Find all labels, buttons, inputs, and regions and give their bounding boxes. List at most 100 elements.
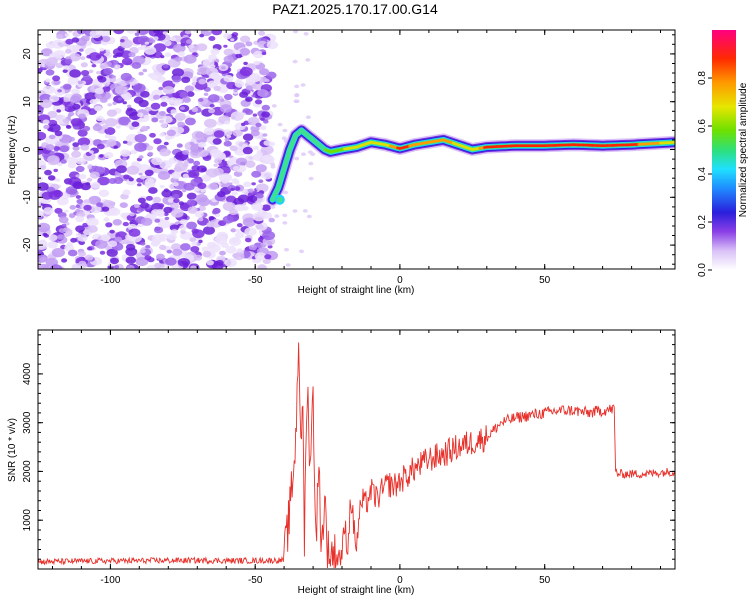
noise-blob [293,30,298,34]
noise-blob [187,206,198,214]
noise-blob [127,104,132,108]
noise-blob [177,51,185,57]
noise-blob [261,111,270,118]
noise-blob [55,178,61,182]
noise-blob [82,222,89,228]
noise-blob [243,181,252,188]
noise-blob [85,182,91,186]
noise-blob [126,30,137,34]
noise-blob [147,151,154,156]
y-tick-label: -10 [22,190,33,205]
noise-blob [264,78,270,83]
noise-blob [159,244,167,250]
noise-blob [166,129,176,137]
noise-blob [89,171,100,179]
noise-blob [224,258,237,267]
noise-blob [78,251,86,257]
noise-blob [247,195,258,203]
noise-blob [224,93,233,101]
noise-blob [82,74,91,81]
noise-blob [219,250,226,256]
spectrogram-data [38,30,675,269]
noise-blob [222,215,234,224]
snr-panel: -100 -50 0 50 1000 2000 3000 4000 Height of str… [7,329,676,596]
colorbar-tick-label: 0.2 [697,215,708,229]
noise-blob [137,112,144,118]
noise-blob [87,225,98,233]
noise-blob [128,177,134,182]
y-tick-label: 2000 [22,460,33,483]
noise-blob [261,51,267,56]
noise-blob [262,230,276,241]
noise-blob [213,163,218,167]
noise-blob [300,83,306,87]
noise-blob [234,80,245,88]
noise-blob [254,252,267,261]
noise-blob [305,58,311,62]
noise-blob [111,75,117,79]
noise-blob [115,125,121,129]
noise-blob [301,152,306,156]
noise-blob [63,65,70,70]
noise-blob [225,245,237,254]
noise-blob [70,95,81,104]
noise-blob [96,115,104,122]
noise-blob [39,165,47,170]
noise-blob [138,71,144,76]
noise-blob [143,114,150,119]
noise-blob [140,125,149,131]
noise-blob [69,69,81,78]
noise-blob [141,217,153,226]
noise-blob [67,156,78,165]
noise-blob [80,70,90,76]
noise-blob [167,233,177,241]
noise-blob [230,38,235,42]
noise-blob [97,76,107,83]
noise-blob [209,72,220,80]
noise-blob [131,161,140,168]
noise-blob [79,48,84,52]
noise-blob [103,217,110,222]
noise-blob [131,121,140,127]
noise-blob [184,85,194,93]
noise-blob [163,64,169,69]
noise-blob [101,30,111,37]
noise-blob [174,112,186,121]
noise-blob [152,234,165,243]
noise-blob [109,229,115,234]
noise-blob [163,141,169,146]
noise-blob [94,105,103,112]
noise-blob [167,198,175,203]
noise-blob [198,78,207,85]
noise-blob [106,109,117,117]
noise-blob [183,182,195,191]
noise-blob [208,182,219,191]
noise-blob [66,125,72,129]
noise-blob [186,221,198,230]
noise-blob [255,192,264,199]
noise-blob [252,113,258,117]
noise-blob [244,227,257,237]
noise-blob [184,117,196,126]
noise-blob [57,234,65,240]
noise-blob [174,56,183,62]
spectrogram-panel: -100 -50 0 50 20 10 0 -10 -20 Height of straight… [7,29,676,296]
noise-blob [159,119,164,124]
noise-blob [299,249,304,254]
noise-blob [138,172,143,176]
noise-blob [107,103,112,107]
noise-blob [168,97,178,104]
noise-blob [195,194,208,203]
noise-blob [259,68,270,76]
noise-blob [48,234,58,242]
noise-blob [73,181,84,190]
noise-blob [239,67,253,77]
noise-blob [152,94,161,100]
noise-blob [75,195,81,199]
noise-blob [186,199,196,206]
noise-blob [212,208,221,214]
noise-blob [233,180,240,185]
noise-blob [163,206,173,214]
noise-blob [70,118,83,127]
